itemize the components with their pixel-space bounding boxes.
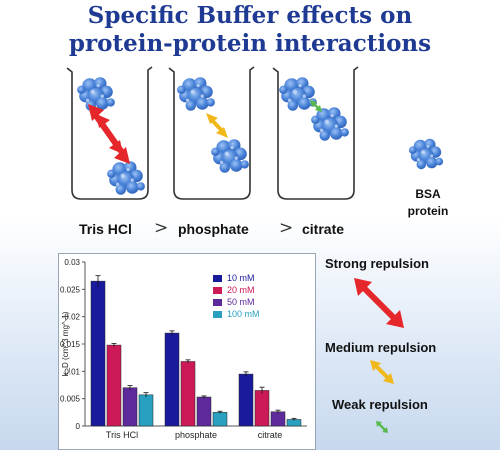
x-tick-label: Tris HCl (106, 430, 138, 440)
protein-icon (211, 139, 249, 173)
double-arrow-icon (206, 113, 228, 138)
buffer-label-tris: Tris HCl (79, 221, 132, 237)
bar-20mM-0 (106, 344, 122, 427)
x-tick-label: citrate (258, 430, 283, 440)
strong-arrow-icon (354, 278, 404, 328)
legend-label: 20 mM (227, 285, 255, 295)
y-tick-label: 0.015 (60, 340, 81, 349)
bar-100mM-1 (212, 412, 228, 427)
double-arrow-icon (310, 100, 322, 112)
bsa-label-line-2: protein (407, 204, 449, 218)
buffer-label-citrate: citrate (302, 221, 345, 237)
bar-10mM-0 (90, 280, 106, 427)
bar-50mM-2 (270, 411, 286, 427)
bar-50mM-1 (196, 396, 212, 427)
y-tick-label: 0 (76, 422, 81, 431)
medium-repulsion-label: Medium repulsion (325, 340, 437, 355)
title-line-2: protein-protein interactions (68, 30, 432, 57)
beaker-tris (66, 66, 153, 200)
weak-arrow-icon (376, 421, 388, 433)
bar-100mM-0 (138, 394, 154, 427)
bar-10mM-1 (164, 332, 180, 427)
y-tick-label: 0.01 (64, 367, 80, 376)
greater-than-1: > (154, 218, 169, 238)
strong-repulsion-label: Strong repulsion (325, 256, 429, 271)
bar-chart: 0 0.005 0.01 0.015 0.02 0.025 0.03 k_D (cm^3 mg… (60, 258, 307, 440)
title-line-1: Specific Buffer effects on (87, 2, 413, 29)
x-tick-label: phosphate (175, 430, 217, 440)
y-axis-label: k_D (cm^3 mg^-1) (61, 311, 70, 376)
legend-label: 10 mM (227, 273, 255, 283)
protein-icon (311, 107, 349, 141)
double-arrow-icon (88, 104, 130, 164)
protein-icon (77, 77, 115, 111)
y-tick-label: 0.02 (64, 313, 80, 322)
bsa-protein-icon (408, 138, 444, 170)
medium-arrow-icon (370, 360, 394, 384)
legend-label: 100 mM (227, 309, 260, 319)
protein-icon (107, 161, 145, 195)
beaker-citrate (272, 66, 359, 200)
legend-label: 50 mM (227, 297, 255, 307)
greater-than-2: > (279, 218, 294, 238)
bar-20mM-1 (180, 361, 196, 427)
y-tick-label: 0.025 (60, 285, 81, 294)
bar-10mM-2 (238, 373, 254, 427)
bsa-label-line-1: BSA (415, 187, 441, 201)
y-tick-label: 0.005 (60, 395, 81, 404)
bar-50mM-0 (122, 387, 138, 427)
bar-20mM-2 (254, 390, 270, 427)
legend-swatch (213, 299, 222, 306)
y-tick-label: 0.03 (64, 258, 80, 267)
legend-swatch (213, 311, 222, 318)
chart-panel: 0 0.005 0.01 0.015 0.02 0.025 0.03 k_D (cm^3 mg… (58, 253, 316, 450)
beaker-phosphate (168, 66, 255, 200)
weak-repulsion-label: Weak repulsion (332, 397, 428, 412)
legend-swatch (213, 275, 222, 282)
protein-icon (177, 77, 215, 111)
buffer-label-phosphate: phosphate (178, 221, 249, 237)
protein-icon (279, 77, 317, 111)
legend-swatch (213, 287, 222, 294)
